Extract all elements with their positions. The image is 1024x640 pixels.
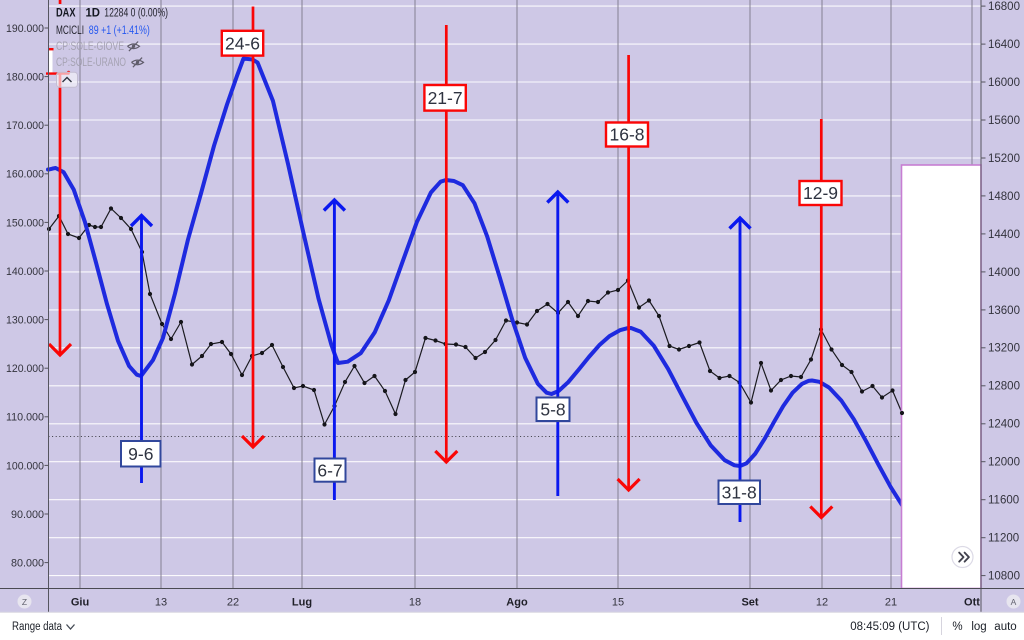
svg-text:Set: Set — [741, 597, 758, 609]
svg-text:Ago: Ago — [506, 597, 528, 609]
svg-text:11600: 11600 — [988, 495, 1019, 507]
svg-text:CP:SOLE-URANO: CP:SOLE-URANO — [56, 57, 126, 69]
svg-text:CP:SOLE-GIOVE: CP:SOLE-GIOVE — [56, 41, 124, 53]
svg-text:110.000: 110.000 — [6, 412, 44, 424]
svg-text:16000: 16000 — [988, 77, 1020, 89]
svg-text:Range data: Range data — [12, 621, 63, 633]
svg-text:log: log — [971, 621, 986, 633]
svg-text:12-9: 12-9 — [803, 183, 838, 203]
svg-text:1D: 1D — [86, 8, 101, 20]
svg-text:120.000: 120.000 — [6, 363, 44, 375]
svg-text:13600: 13600 — [988, 305, 1020, 317]
svg-text:80.000: 80.000 — [11, 558, 44, 570]
svg-text:22: 22 — [227, 597, 239, 609]
svg-text:170.000: 170.000 — [6, 120, 44, 132]
svg-text:31-8: 31-8 — [722, 482, 757, 502]
svg-text:150.000: 150.000 — [6, 217, 44, 229]
svg-text:90.000: 90.000 — [11, 509, 44, 521]
svg-text:24-6: 24-6 — [225, 33, 260, 53]
svg-text:9-6: 9-6 — [128, 444, 153, 464]
svg-text:11200: 11200 — [988, 533, 1019, 545]
svg-text:190.000: 190.000 — [6, 23, 44, 35]
svg-text:160.000: 160.000 — [6, 169, 44, 181]
svg-text:16-8: 16-8 — [609, 125, 644, 145]
svg-text:16400: 16400 — [988, 39, 1020, 51]
svg-text:15200: 15200 — [988, 153, 1020, 165]
svg-text:15: 15 — [612, 597, 624, 609]
svg-text:89 +1 (+1.41%): 89 +1 (+1.41%) — [89, 25, 150, 37]
svg-text:Lug: Lug — [292, 597, 312, 609]
svg-text:%: % — [952, 621, 962, 633]
svg-text:13200: 13200 — [988, 343, 1020, 355]
svg-text:100.000: 100.000 — [6, 460, 44, 472]
svg-text:A: A — [1011, 597, 1017, 607]
svg-text:140.000: 140.000 — [6, 266, 44, 278]
svg-text:14800: 14800 — [988, 191, 1020, 203]
svg-text:10800: 10800 — [988, 571, 1020, 583]
svg-text:21: 21 — [885, 597, 897, 609]
svg-text:08:45:09 (UTC): 08:45:09 (UTC) — [850, 621, 929, 633]
svg-text:12800: 12800 — [988, 381, 1020, 393]
svg-text:21-7: 21-7 — [428, 88, 463, 108]
svg-text:6-7: 6-7 — [317, 460, 342, 480]
svg-text:180.000: 180.000 — [6, 72, 44, 84]
svg-text:12284 0 (0.00%): 12284 0 (0.00%) — [104, 7, 168, 19]
svg-text:DAX: DAX — [56, 8, 76, 20]
svg-text:14400: 14400 — [988, 229, 1020, 241]
svg-text:16800: 16800 — [988, 1, 1020, 13]
svg-text:130.000: 130.000 — [6, 315, 44, 327]
svg-text:auto: auto — [994, 621, 1016, 633]
svg-text:5-8: 5-8 — [540, 399, 565, 419]
svg-text:14000: 14000 — [988, 267, 1020, 279]
svg-text:18: 18 — [409, 597, 421, 609]
svg-text:12000: 12000 — [988, 457, 1020, 469]
svg-text:13: 13 — [155, 597, 167, 609]
svg-text:15600: 15600 — [988, 115, 1020, 127]
svg-text:Ott: Ott — [964, 597, 980, 609]
svg-text:MCICLI: MCICLI — [56, 25, 84, 37]
svg-text:12: 12 — [816, 597, 828, 609]
svg-text:12400: 12400 — [988, 419, 1020, 431]
svg-text:Z: Z — [22, 597, 27, 607]
svg-text:Giu: Giu — [71, 597, 89, 609]
